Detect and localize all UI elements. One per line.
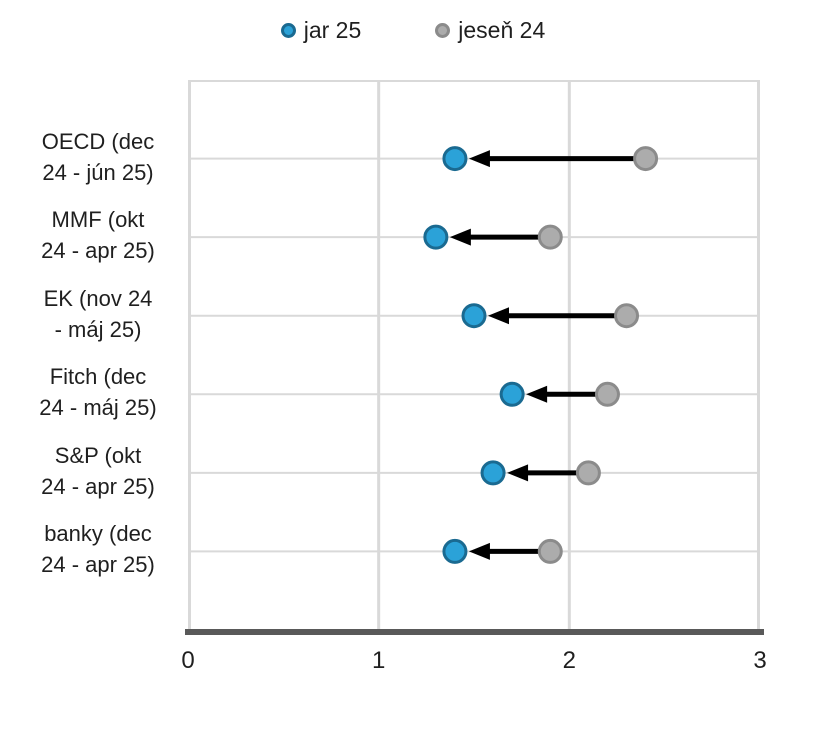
arrow-head-icon xyxy=(449,228,471,246)
marker-jar-25 xyxy=(499,381,525,407)
category-label: MMF (okt 24 - apr 25) xyxy=(16,204,180,266)
marker-jesen-24 xyxy=(594,381,620,407)
arrow-head-icon xyxy=(468,542,490,560)
x-tick-label: 0 xyxy=(181,647,195,674)
category-label-line: 24 - jún 25) xyxy=(42,159,154,185)
arrow-head-icon xyxy=(488,307,509,325)
arrow-head-icon xyxy=(468,150,490,168)
category-label-line: - máj 25) xyxy=(54,316,142,342)
category-label: OECD (dec 24 - jún 25) xyxy=(16,126,180,188)
x-tick-label: 2 xyxy=(562,647,577,674)
category-label: banky (dec 24 - apr 25) xyxy=(16,518,180,580)
legend: jar 25 jeseň 24 xyxy=(0,16,826,44)
arrow-head-icon xyxy=(526,385,548,403)
category-label-line: EK (nov 24 xyxy=(43,285,153,311)
category-label-line: 24 - apr 25) xyxy=(41,552,155,578)
category-label-line: 24 - apr 25) xyxy=(41,473,155,499)
marker-jesen-24 xyxy=(633,146,659,172)
marker-jar-25 xyxy=(461,303,487,329)
marker-jar-25 xyxy=(423,224,449,250)
x-tick-label: 3 xyxy=(753,647,767,674)
legend-item: jar 25 xyxy=(280,16,362,44)
category-label: Fitch (dec 24 - máj 25) xyxy=(16,361,180,423)
category-label: S&P (okt 24 - apr 25) xyxy=(16,440,180,502)
category-label-line: banky (dec xyxy=(44,521,152,547)
legend-label: jeseň 24 xyxy=(458,16,546,43)
arrow-head-icon xyxy=(507,464,529,482)
category-label-line: Fitch (dec xyxy=(49,364,147,390)
category-label-line: MMF (okt xyxy=(51,207,145,233)
x-axis-line xyxy=(185,629,764,635)
marker-jar-25 xyxy=(442,146,468,172)
category-label-line: 24 - apr 25) xyxy=(41,238,155,264)
marker-jesen-24 xyxy=(575,460,601,486)
marker-jesen-24 xyxy=(537,224,563,250)
category-label-line: 24 - máj 25) xyxy=(39,395,157,421)
legend-item: jeseň 24 xyxy=(435,17,545,44)
x-tick-label: 1 xyxy=(371,647,386,674)
marker-jesen-24 xyxy=(614,303,640,329)
legend-label: jar 25 xyxy=(303,16,362,43)
plot-canvas xyxy=(188,80,760,630)
legend-marker-icon xyxy=(435,22,451,38)
marker-jar-25 xyxy=(442,538,468,564)
category-label-line: S&P (okt xyxy=(54,442,142,468)
category-label: EK (nov 24 - máj 25) xyxy=(16,283,180,345)
legend-marker-icon xyxy=(280,22,296,38)
marker-jesen-24 xyxy=(537,538,563,564)
marker-jar-25 xyxy=(480,460,506,486)
category-label-line: OECD (dec xyxy=(41,128,155,154)
